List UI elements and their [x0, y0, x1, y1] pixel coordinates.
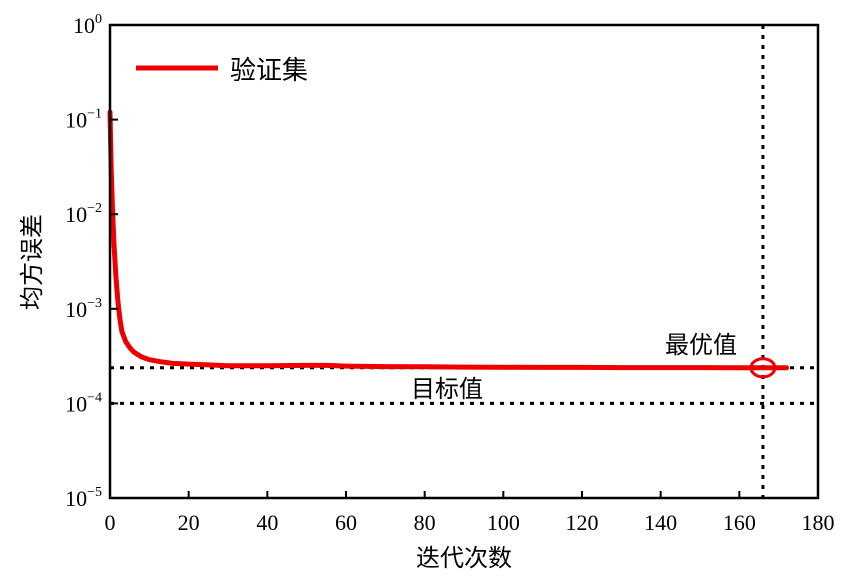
x-tick-label-60: 60 — [335, 510, 357, 535]
x-axis: 0 20 40 60 80 100 120 140 160 180 — [105, 491, 835, 535]
series-layer — [107, 109, 789, 371]
y-tick-label-5: 10−5 — [65, 485, 102, 511]
legend: 验证集 — [136, 56, 308, 86]
x-axis-title: 迭代次数 — [416, 544, 512, 572]
x-tick-label-140: 140 — [644, 510, 677, 535]
y-axis-title: 均方误差 — [18, 214, 46, 310]
y-tick-label-1: 10−1 — [65, 107, 102, 133]
best-marker-layer — [749, 357, 777, 379]
x-tick-label-80: 80 — [414, 510, 436, 535]
y-tick-label-4: 10−4 — [65, 390, 102, 416]
plot-area — [110, 25, 818, 498]
x-tick-label-100: 100 — [487, 510, 520, 535]
x-tick-label-20: 20 — [178, 510, 200, 535]
legend-label: 验证集 — [230, 56, 308, 86]
x-tick-label-180: 180 — [802, 510, 835, 535]
y-tick-label-0: 100 — [73, 12, 102, 38]
series-line-0 — [107, 109, 789, 371]
x-tick-label-0: 0 — [105, 510, 116, 535]
y-axis: 100 10−1 10−2 10−3 10−4 10−5 — [65, 12, 118, 511]
best-point-marker — [749, 357, 777, 379]
target-label: 目标值 — [411, 375, 483, 403]
x-tick-label-160: 160 — [723, 510, 756, 535]
plot-frame — [108, 23, 820, 500]
y-tick-label-3: 10−3 — [65, 296, 102, 322]
x-tick-label-40: 40 — [256, 510, 278, 535]
x-tick-label-120: 120 — [566, 510, 599, 535]
y-tick-label-2: 10−2 — [65, 201, 102, 227]
best-value-label: 最优值 — [665, 331, 737, 359]
